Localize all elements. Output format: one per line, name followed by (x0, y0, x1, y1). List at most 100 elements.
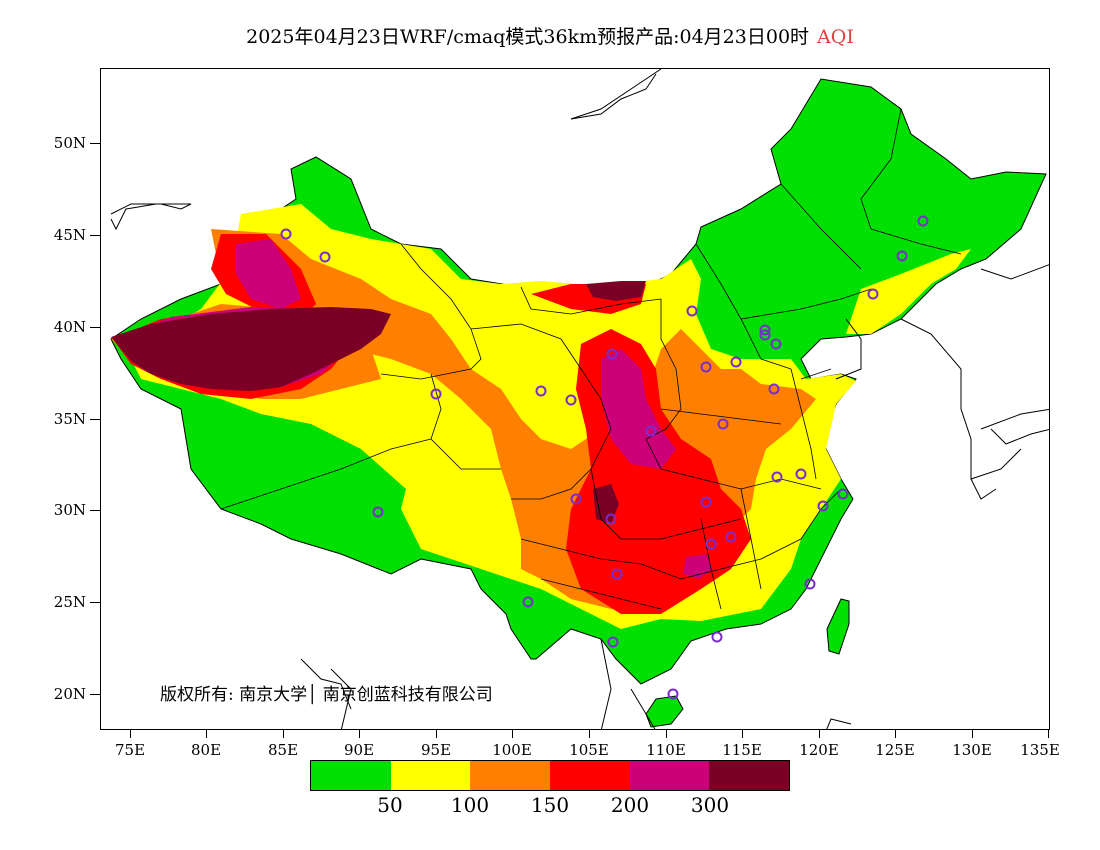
station-marker[interactable] (372, 506, 384, 518)
monitoring-stations (280, 215, 929, 700)
lat-tick (90, 602, 100, 603)
station-marker[interactable] (700, 361, 712, 373)
latitude-label: 20N (53, 685, 86, 703)
latitude-label: 50N (53, 134, 86, 152)
lon-tick (130, 730, 131, 738)
station-marker[interactable] (667, 688, 679, 700)
colorbar-segment (311, 761, 391, 790)
station-marker[interactable] (717, 418, 729, 430)
lon-tick (895, 730, 896, 738)
lon-tick (742, 730, 743, 738)
map-canvas (110, 69, 1049, 729)
latitude-label: 45N (53, 226, 86, 244)
station-marker[interactable] (759, 324, 771, 336)
station-marker[interactable] (607, 636, 619, 648)
map-title: 2025年04月23日WRF/cmaq模式36km预报产品:04月23日00时 A… (0, 22, 1100, 49)
station-marker[interactable] (804, 578, 816, 590)
longitude-label: 85E (267, 741, 299, 759)
hainan-island (645, 695, 684, 728)
lat-tick (90, 510, 100, 511)
station-marker[interactable] (770, 338, 782, 350)
station-marker[interactable] (768, 383, 780, 395)
lon-tick (589, 730, 590, 738)
latitude-label: 40N (53, 318, 86, 336)
station-marker[interactable] (570, 493, 582, 505)
lon-tick (1048, 730, 1049, 738)
station-marker[interactable] (686, 305, 698, 317)
station-marker[interactable] (280, 228, 292, 240)
colorbar-label: 150 (530, 793, 570, 817)
station-marker[interactable] (535, 385, 547, 397)
neighbor-coastlines (110, 69, 1049, 729)
station-marker[interactable] (611, 568, 623, 580)
station-marker[interactable] (645, 425, 657, 437)
station-marker[interactable] (430, 388, 442, 400)
lon-tick (436, 730, 437, 738)
colorbar-label: 100 (450, 793, 490, 817)
station-marker[interactable] (867, 288, 879, 300)
lon-tick (666, 730, 667, 738)
aqi-region-hazardous-north (586, 281, 646, 301)
lon-tick (206, 730, 207, 738)
lat-tick (90, 694, 100, 695)
latitude-label: 30N (53, 501, 86, 519)
lon-tick (819, 730, 820, 738)
taiwan-island (826, 598, 850, 655)
station-marker[interactable] (565, 394, 577, 406)
colorbar-segment (390, 761, 471, 790)
longitude-label: 105E (569, 741, 609, 759)
station-marker[interactable] (917, 215, 929, 227)
colorbar-segment (629, 761, 710, 790)
lon-tick (359, 730, 360, 738)
longitude-label: 80E (190, 741, 222, 759)
station-marker[interactable] (795, 468, 807, 480)
lon-tick (512, 730, 513, 738)
longitude-label: 125E (875, 741, 915, 759)
station-marker[interactable] (837, 488, 849, 500)
lat-tick (90, 419, 100, 420)
longitude-label: 110E (646, 741, 686, 759)
longitude-label: 90E (343, 741, 375, 759)
station-marker[interactable] (725, 531, 737, 543)
lon-tick (283, 730, 284, 738)
longitude-label: 100E (492, 741, 532, 759)
longitude-label: 130E (952, 741, 992, 759)
colorbar-segment (550, 761, 630, 790)
colorbar-label: 300 (690, 793, 730, 817)
station-marker[interactable] (771, 471, 783, 483)
colorbar-segment (470, 761, 551, 790)
colorbar-label: 200 (610, 793, 650, 817)
copyright-text: 版权所有: 南京大学│ 南京创蓝科技有限公司 (160, 685, 493, 705)
colorbar-segment (709, 761, 790, 790)
station-marker[interactable] (605, 513, 617, 525)
title-text: 2025年04月23日WRF/cmaq模式36km预报产品:04月23日00时 (246, 26, 810, 48)
station-marker[interactable] (522, 596, 534, 608)
aqi-region-very-unhealthy-central (601, 349, 676, 469)
aqi-region-moderate-ne (846, 249, 971, 334)
station-marker[interactable] (700, 496, 712, 508)
longitude-label: 95E (420, 741, 452, 759)
longitude-label: 120E (799, 741, 839, 759)
station-marker[interactable] (730, 356, 742, 368)
latitude-label: 25N (53, 593, 86, 611)
aqi-colorbar (310, 760, 790, 791)
station-marker[interactable] (319, 251, 331, 263)
station-marker[interactable] (606, 348, 618, 360)
colorbar-label: 50 (377, 793, 403, 817)
title-variable: AQI (817, 26, 854, 48)
station-marker[interactable] (705, 538, 717, 550)
station-marker[interactable] (817, 500, 829, 512)
lon-tick (972, 730, 973, 738)
longitude-label: 115E (722, 741, 762, 759)
aqi-region-hazardous (111, 307, 391, 391)
station-marker[interactable] (711, 631, 723, 643)
aqi-map (100, 68, 1050, 730)
station-marker[interactable] (896, 250, 908, 262)
longitude-label: 75E (114, 741, 146, 759)
province-borders (220, 108, 962, 610)
lat-tick (90, 235, 100, 236)
longitude-label: 135E (1020, 741, 1060, 759)
station-marker[interactable] (759, 329, 771, 341)
aqi-region-very-unhealthy-nw (236, 239, 301, 309)
lat-tick (90, 143, 100, 144)
